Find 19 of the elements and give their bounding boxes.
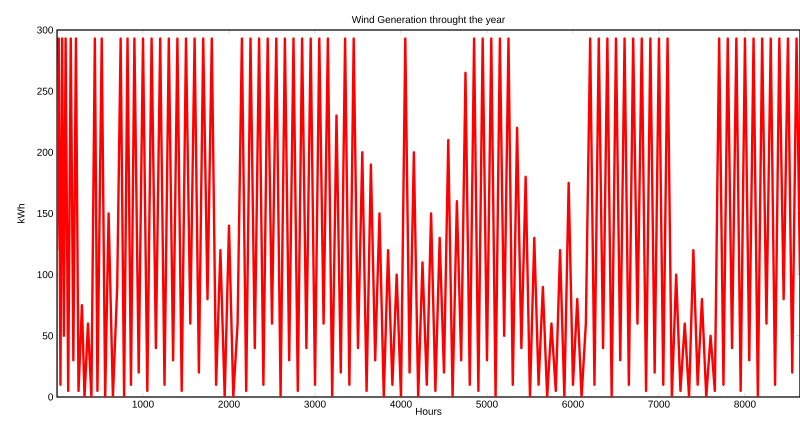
y-tick-label: 250 [37,88,54,95]
chart-title: Wind Generation throught the year [352,16,506,26]
line-series [57,37,800,397]
x-tick-label: 5000 [476,400,498,408]
y-tick-label: 200 [37,148,54,156]
x-tick-label: 4000 [390,400,412,408]
y-tick-label: 50 [42,332,54,340]
y-tick-label: 0 [48,393,54,401]
x-tick-label: 2000 [218,400,240,408]
y-tick-label: 100 [37,271,54,278]
x-tick-label: 6000 [562,400,584,408]
x-tick-label: 7000 [648,400,670,408]
y-tick-label: 300 [37,26,54,34]
y-tick-label: 150 [37,210,54,218]
x-tick-label: 3000 [304,400,326,408]
y-axis-title: kWh [17,204,24,223]
x-tick-label: 1000 [132,400,154,408]
x-axis-title: Hours [416,408,442,415]
x-tick-label: 8000 [734,400,756,408]
